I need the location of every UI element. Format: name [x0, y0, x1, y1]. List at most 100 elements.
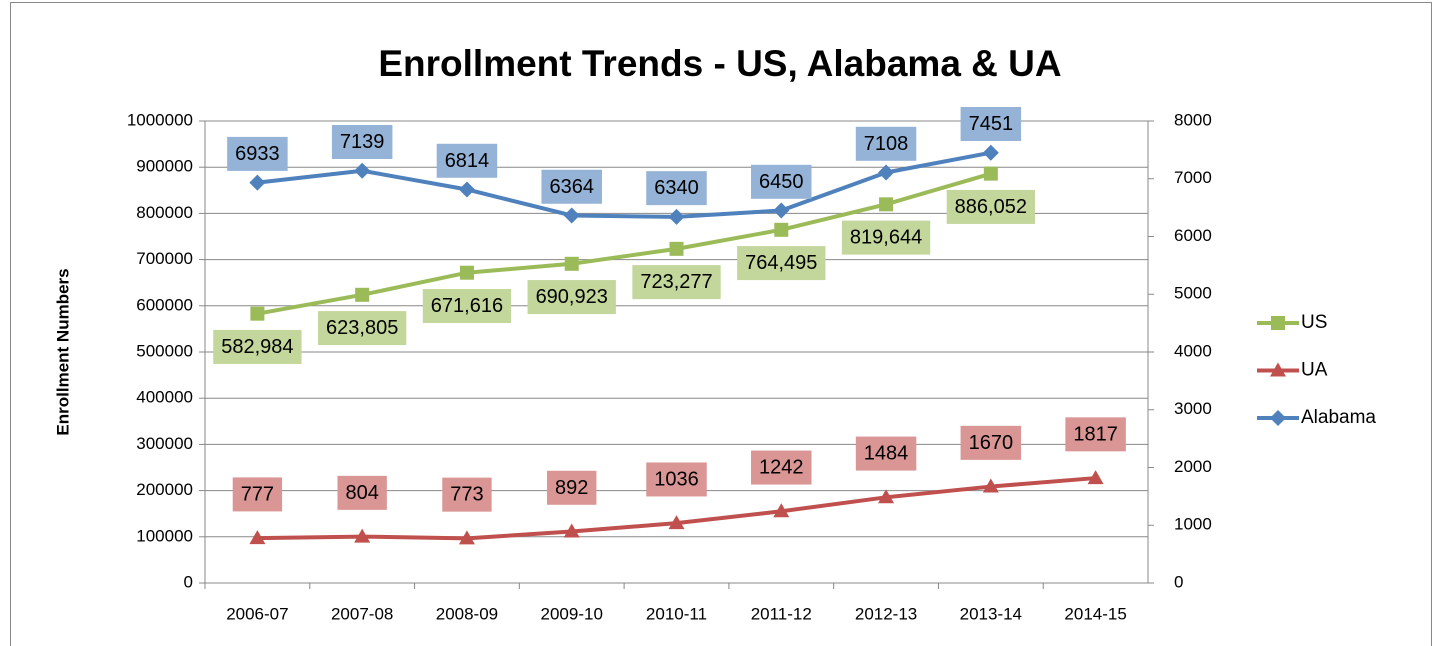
- x-tick-label: 2010-11: [646, 604, 707, 623]
- x-tick-label: 2012-13: [855, 604, 917, 623]
- chart-title: Enrollment Trends - US, Alabama & UA: [378, 43, 1061, 84]
- y-tick-label: 800000: [136, 203, 193, 222]
- data-label-group: 690,923: [527, 280, 616, 315]
- data-label: 804: [345, 482, 378, 504]
- data-point: [564, 256, 579, 271]
- legend-marker: [1271, 316, 1285, 330]
- y-tick-label: 500000: [136, 341, 193, 360]
- data-point: [249, 174, 266, 191]
- y-tick-label: 0: [184, 572, 193, 591]
- data-label-box: [855, 126, 917, 161]
- data-label-group: 1036: [646, 462, 707, 497]
- data-label-group: 6814: [436, 143, 498, 178]
- data-label: 1670: [969, 432, 1014, 454]
- data-point: [1087, 470, 1104, 485]
- data-label-box: [337, 475, 387, 510]
- data-label: 7451: [969, 113, 1014, 135]
- y2-tick-label: 8000: [1174, 110, 1212, 129]
- data-point: [563, 207, 580, 224]
- data-label-group: 723,277: [632, 265, 721, 300]
- data-label-box: [855, 436, 917, 471]
- x-tick-label: 2011-12: [751, 604, 812, 623]
- data-label: 777: [241, 483, 274, 505]
- legend-label: Alabama: [1301, 407, 1376, 428]
- y2-tick-label: 0: [1174, 572, 1183, 591]
- data-point: [774, 222, 789, 237]
- y2-tick-label: 1000: [1174, 515, 1212, 534]
- data-label: 1484: [864, 443, 909, 465]
- series-line: [257, 171, 992, 316]
- y-tick-label: 700000: [136, 249, 193, 268]
- data-label-box: [232, 477, 283, 512]
- x-tick-label: 2009-10: [541, 604, 603, 623]
- data-label-group: 6450: [751, 164, 812, 199]
- data-label-group: 6340: [646, 171, 707, 206]
- data-point: [878, 489, 895, 504]
- data-label: 819,644: [850, 227, 922, 249]
- data-label-box: [960, 106, 1022, 141]
- data-label: 6933: [235, 143, 280, 165]
- y2-tick-label: 4000: [1174, 341, 1212, 360]
- data-point: [458, 181, 475, 198]
- legend-marker: [1270, 362, 1286, 377]
- data-label-box: [442, 477, 492, 512]
- data-point: [773, 202, 790, 219]
- data-label-group: 1484: [855, 436, 917, 471]
- data-label-group: 623,805: [318, 311, 407, 346]
- legend-marker: [1270, 410, 1286, 426]
- data-label-box: [541, 169, 602, 204]
- data-label: 764,495: [745, 252, 817, 274]
- y-tick-label: 200000: [136, 480, 193, 499]
- data-label-box: [751, 450, 812, 485]
- data-label-group: 7139: [331, 125, 393, 160]
- data-label: 6814: [445, 150, 490, 172]
- data-point: [354, 528, 371, 543]
- data-label: 7108: [864, 133, 909, 155]
- y-tick-label: 400000: [136, 388, 193, 407]
- data-label: 6364: [549, 176, 594, 198]
- data-label-box: [751, 164, 812, 199]
- data-label: 671,616: [431, 295, 503, 317]
- chart-border: [10, 2, 1432, 646]
- data-label: 1817: [1073, 423, 1118, 445]
- data-label-group: 886,052: [946, 189, 1035, 224]
- data-label-group: 892: [547, 470, 597, 505]
- x-tick-label: 2007-08: [331, 604, 393, 623]
- data-label-box: [646, 462, 707, 497]
- data-point: [355, 287, 370, 302]
- data-label: 1036: [654, 468, 699, 490]
- data-label-box: [960, 425, 1022, 460]
- y-tick-label: 1000000: [127, 110, 193, 129]
- x-tick-label: 2006-07: [226, 604, 288, 623]
- data-point: [878, 164, 895, 181]
- y2-tick-label: 6000: [1174, 226, 1212, 245]
- data-label-box: [547, 470, 597, 505]
- y2-tick-label: 5000: [1174, 284, 1212, 303]
- data-label-group: 6933: [227, 136, 288, 171]
- data-point: [668, 208, 685, 225]
- data-point: [354, 162, 371, 179]
- legend-label: US: [1301, 312, 1327, 333]
- data-label-box: [331, 125, 393, 160]
- data-label-group: 582,984: [213, 329, 302, 364]
- data-label-box: [213, 329, 302, 364]
- y-tick-label: 900000: [136, 157, 193, 176]
- data-label-group: 777: [232, 477, 283, 512]
- data-label: 886,052: [955, 196, 1027, 218]
- data-point: [879, 197, 894, 212]
- y2-tick-label: 7000: [1174, 168, 1212, 187]
- data-point: [563, 523, 580, 538]
- data-label-group: 6364: [541, 169, 602, 204]
- data-label-box: [737, 246, 826, 281]
- data-label-box: [646, 171, 707, 206]
- data-label-box: [841, 220, 931, 255]
- y-axis-title: Enrollment Numbers: [53, 268, 72, 435]
- y-tick-label: 300000: [136, 434, 193, 453]
- data-point: [983, 166, 998, 181]
- data-point: [982, 478, 999, 493]
- series-line: [257, 150, 992, 219]
- data-point: [668, 515, 685, 530]
- data-point: [249, 530, 266, 545]
- data-point: [458, 530, 475, 545]
